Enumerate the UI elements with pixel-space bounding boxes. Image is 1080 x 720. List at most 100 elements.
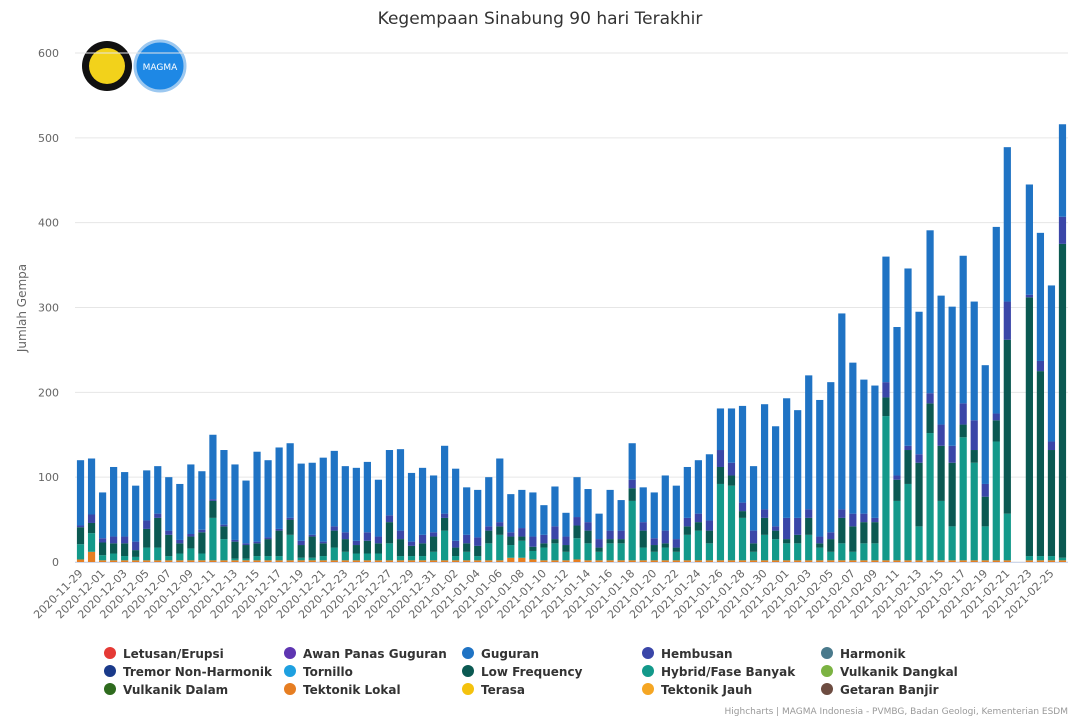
bar-segment bbox=[242, 560, 250, 562]
bar-segment bbox=[496, 560, 504, 562]
bar-segment bbox=[959, 403, 967, 425]
bar-segment bbox=[948, 462, 956, 527]
legend-item: Vulkanik Dangkal bbox=[821, 665, 958, 679]
bar-segment bbox=[882, 416, 890, 561]
bar-segment bbox=[253, 556, 261, 561]
bar-segment bbox=[429, 560, 438, 562]
legend-symbol bbox=[642, 647, 654, 659]
bar-segment bbox=[672, 551, 680, 561]
bar-segment bbox=[1025, 294, 1033, 298]
bar-segment bbox=[529, 536, 537, 547]
bar-segment bbox=[639, 487, 647, 523]
bar-segment bbox=[297, 557, 305, 561]
bar-segment bbox=[441, 530, 449, 561]
bar-segment bbox=[595, 560, 603, 562]
bar-segment bbox=[760, 517, 769, 535]
legend-symbol bbox=[284, 647, 296, 659]
bar-segment bbox=[694, 522, 702, 531]
bar-segment bbox=[617, 500, 625, 531]
bar-segment bbox=[1025, 184, 1033, 295]
logos: MAGMA bbox=[82, 39, 187, 93]
bar-segment bbox=[661, 475, 669, 531]
bar-segment bbox=[297, 463, 305, 541]
bar-segment bbox=[308, 560, 316, 562]
bar-segment bbox=[242, 480, 250, 544]
bar-segment bbox=[198, 532, 206, 554]
bar-segment bbox=[738, 502, 747, 512]
bar-segment bbox=[374, 543, 383, 554]
bar-segment bbox=[87, 522, 96, 534]
bar-segment bbox=[121, 536, 129, 544]
bar-segment bbox=[639, 547, 647, 561]
bar-segment bbox=[573, 477, 581, 518]
bar-segment bbox=[794, 543, 802, 561]
bar-segment bbox=[749, 466, 758, 531]
bar-segment bbox=[165, 530, 173, 535]
bar-segment bbox=[87, 533, 96, 552]
bar-segment bbox=[220, 560, 228, 562]
bar-segment bbox=[716, 408, 725, 451]
bar-segment bbox=[98, 542, 107, 556]
bar-segment bbox=[154, 547, 162, 561]
bar-segment bbox=[474, 537, 482, 546]
legend-item: Low Frequency bbox=[462, 665, 583, 679]
bar-segment bbox=[1058, 124, 1067, 217]
bar-segment bbox=[948, 445, 956, 463]
bar-segment bbox=[849, 362, 857, 514]
bar-segment bbox=[683, 560, 691, 562]
bar-segment bbox=[893, 475, 901, 480]
bar-segment bbox=[882, 256, 890, 383]
bar-segment bbox=[286, 517, 294, 520]
bar-segment bbox=[816, 399, 824, 537]
bar-segment bbox=[187, 548, 195, 561]
y-axis-label: Jumlah Gempa bbox=[15, 264, 29, 353]
bar-segment bbox=[297, 560, 305, 562]
bar-segment bbox=[187, 560, 195, 562]
bar-segment bbox=[198, 529, 206, 533]
legend-label: Hembusan bbox=[661, 647, 733, 661]
bar-segment bbox=[727, 560, 736, 562]
bar-segment bbox=[485, 526, 493, 531]
bar-segment bbox=[407, 560, 416, 562]
bar-segment bbox=[650, 538, 658, 546]
legend-item: Tektonik Lokal bbox=[284, 683, 401, 697]
bar-segment bbox=[132, 550, 140, 557]
bar-segment bbox=[749, 560, 758, 562]
bar-segment bbox=[970, 420, 978, 451]
bar-segment bbox=[407, 472, 416, 542]
bar-segment bbox=[816, 543, 824, 548]
bar-segment bbox=[474, 560, 482, 562]
bar-segment bbox=[396, 539, 405, 557]
bar-segment bbox=[98, 555, 107, 561]
bar-segment bbox=[794, 534, 802, 544]
bar-segment bbox=[275, 530, 283, 557]
bar-segment bbox=[396, 556, 405, 561]
bar-segment bbox=[783, 560, 791, 562]
bar-segment bbox=[606, 543, 614, 561]
bar-segment bbox=[650, 545, 658, 552]
bar-segment bbox=[507, 557, 515, 562]
bar-segment bbox=[132, 485, 140, 542]
bar-segment bbox=[275, 556, 283, 561]
bar-segment bbox=[672, 547, 680, 552]
bar-segment bbox=[418, 543, 427, 557]
bar-segment bbox=[683, 517, 691, 527]
bar-segment bbox=[396, 560, 405, 562]
bar-segment bbox=[992, 441, 1000, 561]
bar-segment bbox=[816, 536, 824, 544]
bar-segment bbox=[628, 560, 636, 562]
bar-segment bbox=[98, 560, 107, 562]
bar-segment bbox=[308, 534, 316, 537]
bar-segment bbox=[330, 547, 338, 561]
bar-segment bbox=[672, 539, 680, 548]
bar-segment bbox=[374, 479, 383, 537]
legend-item: Letusan/Erupsi bbox=[104, 647, 224, 661]
bar-segment bbox=[176, 543, 184, 554]
bar-segment bbox=[738, 560, 747, 562]
bar-segment bbox=[694, 560, 702, 562]
bar-segment bbox=[485, 543, 493, 561]
bar-segment bbox=[1025, 556, 1033, 561]
bar-segment bbox=[683, 526, 691, 535]
bar-segment bbox=[529, 492, 537, 537]
